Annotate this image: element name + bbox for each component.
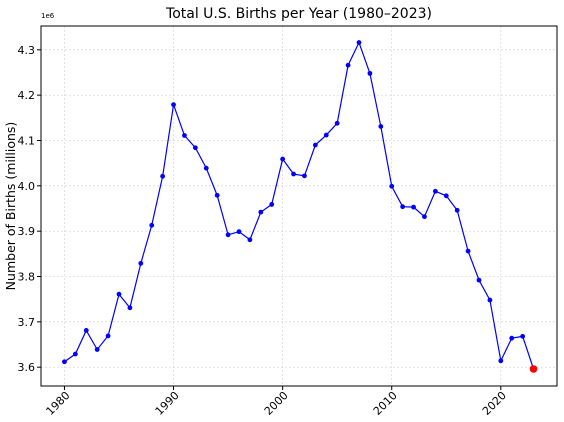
- data-point: [192, 145, 198, 151]
- data-point: [378, 124, 384, 129]
- y-tick-label: 3.8: [18, 271, 36, 284]
- data-point: [149, 222, 155, 228]
- grid-layer: [41, 26, 557, 386]
- data-layer: [62, 40, 538, 373]
- y-axis-offset-text: 1e6: [41, 12, 55, 20]
- data-point: [411, 204, 416, 210]
- y-tick-label: 4.2: [18, 89, 36, 102]
- data-point: [509, 335, 515, 341]
- y-tick-label: 4.1: [18, 134, 36, 147]
- data-point: [454, 207, 460, 213]
- y-tick-label: 3.9: [18, 225, 36, 238]
- y-axis-label: Number of Births (millions): [3, 122, 18, 291]
- data-point: [62, 359, 67, 365]
- births-series-line: [64, 40, 535, 370]
- data-point: [83, 328, 89, 333]
- data-point: [312, 142, 318, 148]
- data-point: [367, 70, 373, 76]
- data-point: [269, 202, 275, 207]
- data-point: [302, 173, 307, 179]
- data-point: [291, 171, 296, 177]
- chart-title: Total U.S. Births per Year (1980–2023): [165, 6, 432, 22]
- data-point: [127, 305, 133, 311]
- data-point: [236, 229, 242, 235]
- data-point: [422, 214, 427, 220]
- y-tick-label: 4.0: [18, 180, 36, 193]
- data-point: [432, 188, 438, 194]
- highlight-point-2023: [529, 365, 538, 373]
- data-point: [182, 133, 187, 138]
- data-point: [225, 232, 231, 238]
- data-point: [160, 173, 166, 179]
- data-point: [247, 237, 253, 243]
- data-point: [105, 333, 111, 339]
- y-tick-label: 3.6: [18, 361, 36, 374]
- data-point: [465, 248, 471, 254]
- data-point: [389, 183, 395, 189]
- data-point: [94, 347, 100, 352]
- data-point: [356, 40, 362, 45]
- data-point: [280, 156, 286, 162]
- data-point: [520, 333, 526, 339]
- data-point: [258, 209, 264, 215]
- plot-area-frame: [40, 25, 558, 387]
- data-point: [72, 351, 78, 357]
- data-point: [487, 297, 493, 303]
- data-point: [323, 132, 329, 138]
- data-point: [138, 260, 144, 266]
- data-point: [214, 192, 220, 198]
- data-point: [345, 62, 351, 68]
- data-point: [498, 358, 504, 364]
- y-tick-label: 4.3: [18, 44, 36, 57]
- data-point: [476, 277, 482, 283]
- data-point: [443, 193, 449, 199]
- data-point: [400, 204, 406, 210]
- y-tick-label: 3.7: [18, 316, 36, 329]
- data-point: [203, 165, 209, 171]
- data-point: [171, 102, 176, 108]
- data-point: [334, 120, 340, 126]
- data-point: [116, 291, 122, 297]
